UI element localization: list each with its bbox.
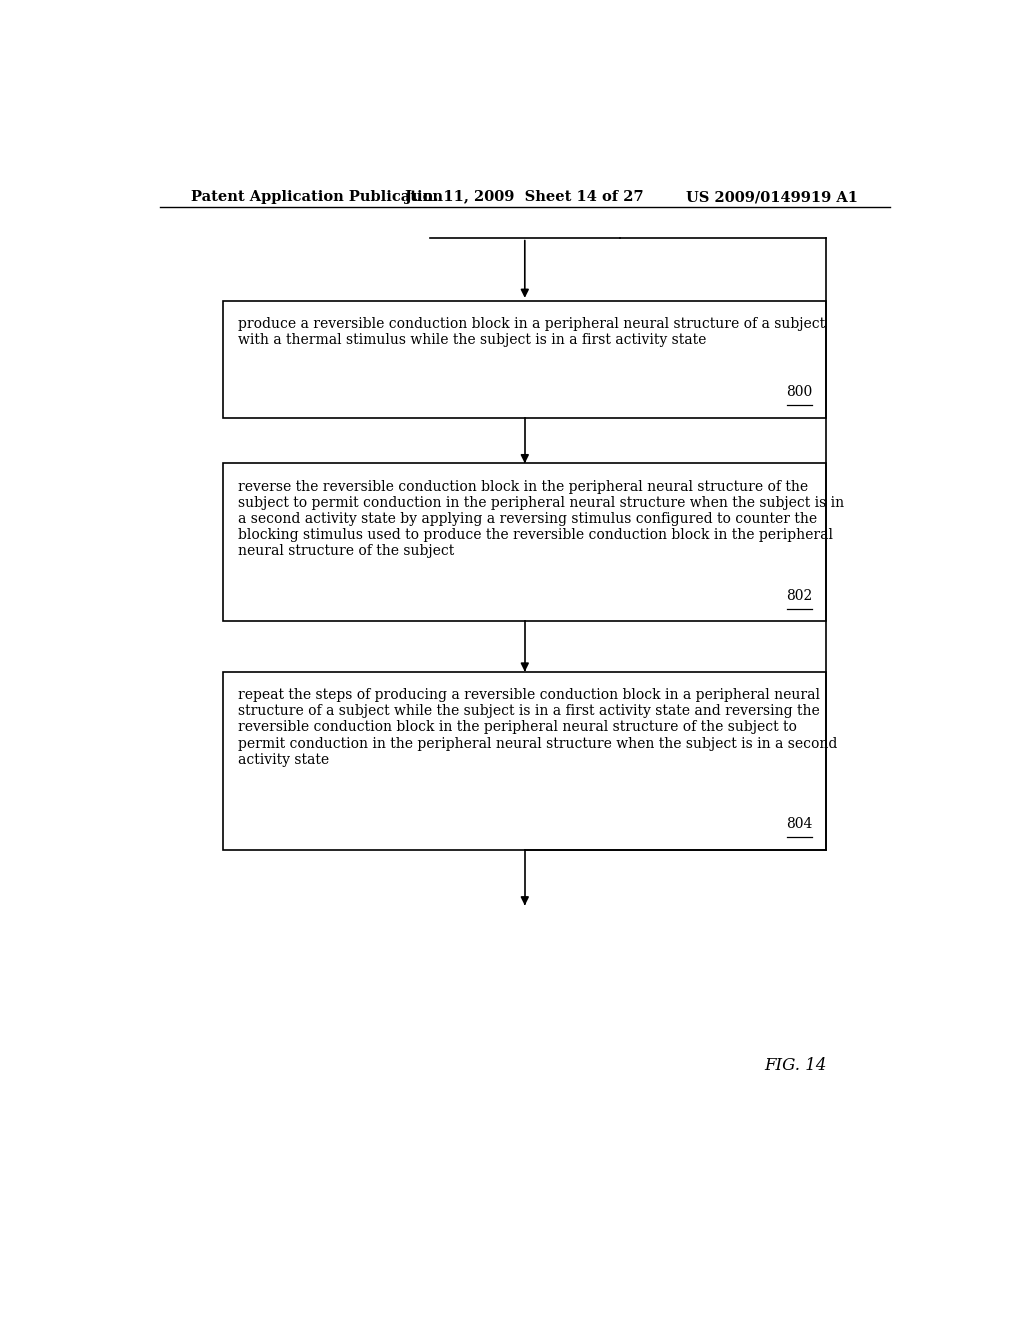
Text: 804: 804 [785,817,812,832]
Text: reverse the reversible conduction block in the peripheral neural structure of th: reverse the reversible conduction block … [238,479,844,558]
Text: produce a reversible conduction block in a peripheral neural structure of a subj: produce a reversible conduction block in… [238,317,824,347]
Text: US 2009/0149919 A1: US 2009/0149919 A1 [686,190,858,205]
Text: Patent Application Publication: Patent Application Publication [191,190,443,205]
Bar [223,463,826,620]
Text: repeat the steps of producing a reversible conduction block in a peripheral neur: repeat the steps of producing a reversib… [238,688,837,767]
Text: 800: 800 [785,385,812,399]
Bar [223,301,826,417]
Text: Jun. 11, 2009  Sheet 14 of 27: Jun. 11, 2009 Sheet 14 of 27 [406,190,644,205]
Text: FIG. 14: FIG. 14 [764,1056,826,1073]
Bar [223,672,826,850]
Text: 802: 802 [785,589,812,602]
